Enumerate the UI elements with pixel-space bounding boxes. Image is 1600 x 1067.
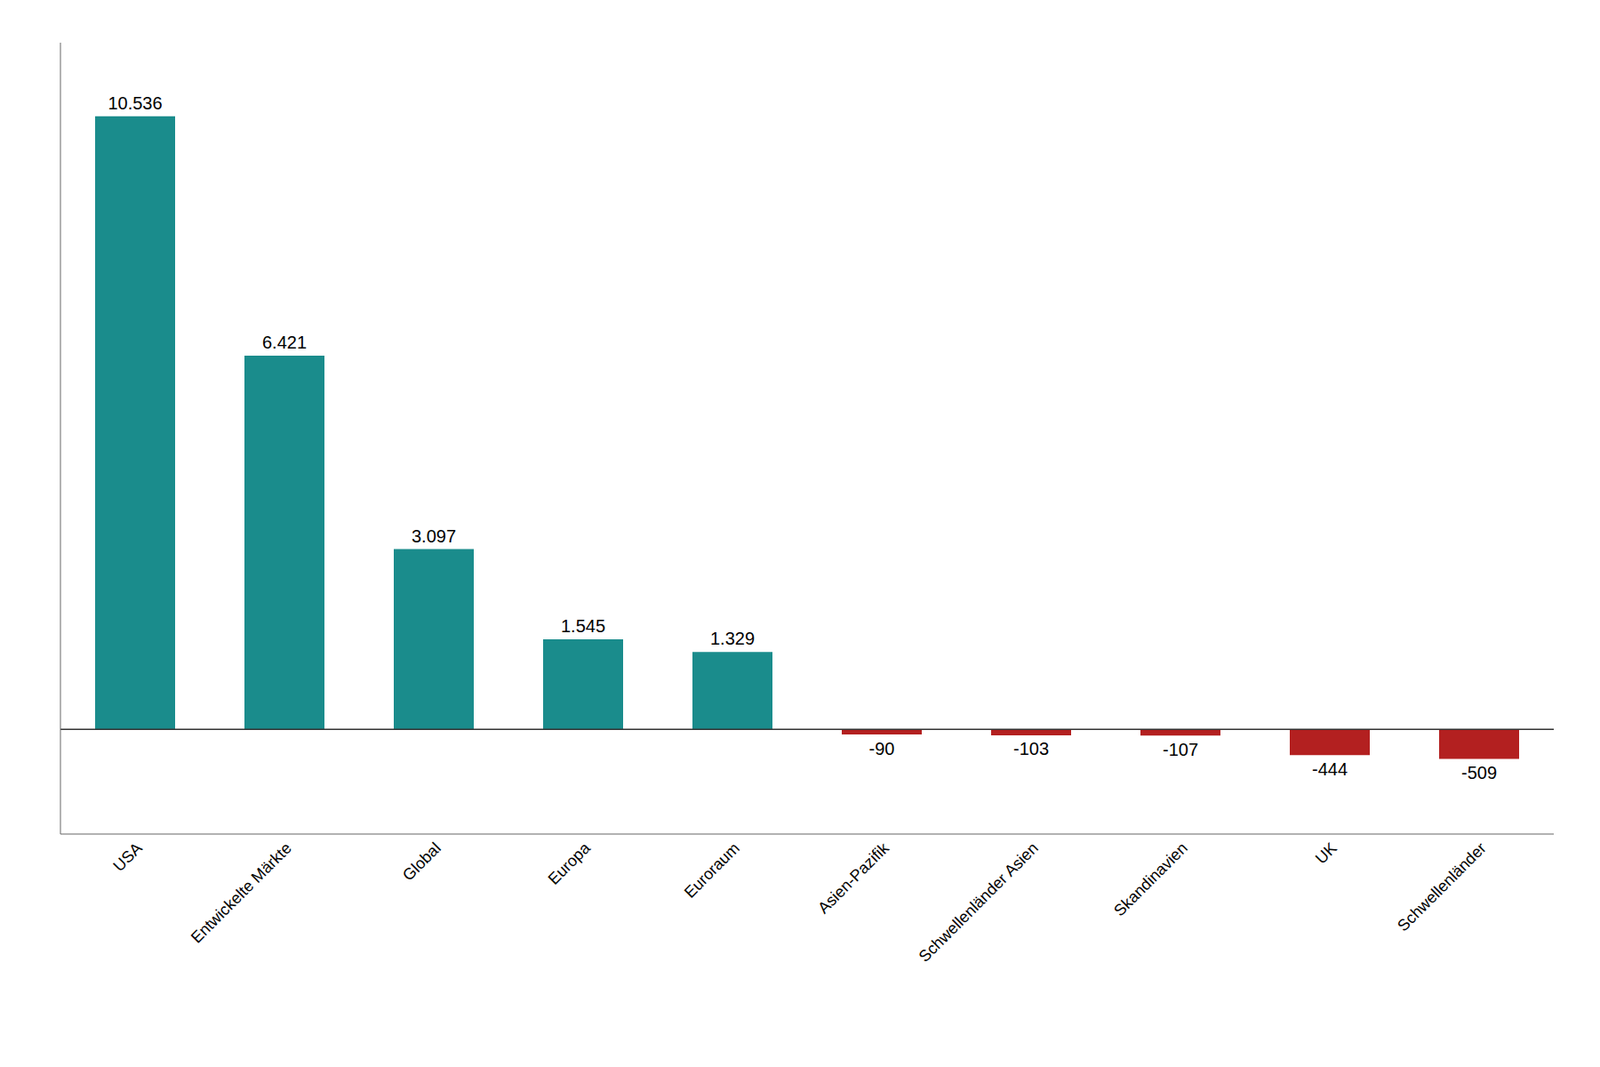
svg-text:Euroraum: Euroraum xyxy=(680,839,744,902)
svg-text:6.421: 6.421 xyxy=(262,332,307,352)
svg-text:-509: -509 xyxy=(1461,762,1497,783)
svg-text:Schwellenländer Asien: Schwellenländer Asien xyxy=(915,839,1042,966)
svg-text:Schwellenländer: Schwellenländer xyxy=(1393,839,1490,936)
svg-text:1.329: 1.329 xyxy=(710,628,755,648)
svg-text:Asien-Pazifik: Asien-Pazifik xyxy=(814,838,893,917)
svg-text:-90: -90 xyxy=(869,738,896,759)
svg-text:3.097: 3.097 xyxy=(411,526,456,546)
svg-text:Skandinavien: Skandinavien xyxy=(1110,839,1192,920)
svg-text:1.545: 1.545 xyxy=(560,616,606,636)
svg-text:Europa: Europa xyxy=(544,838,595,888)
svg-text:Global: Global xyxy=(399,839,445,885)
svg-text:UK: UK xyxy=(1312,839,1341,868)
svg-text:-107: -107 xyxy=(1162,739,1199,760)
svg-text:-444: -444 xyxy=(1312,759,1348,779)
svg-text:10.536: 10.536 xyxy=(107,93,162,113)
svg-text:Entwickelte Märkte: Entwickelte Märkte xyxy=(187,839,296,947)
svg-text:-103: -103 xyxy=(1013,738,1049,759)
svg-text:USA: USA xyxy=(110,839,146,875)
